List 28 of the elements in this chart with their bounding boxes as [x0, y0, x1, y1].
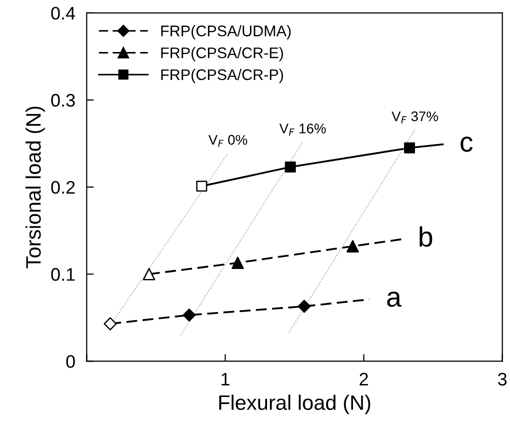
point — [104, 317, 117, 330]
point — [346, 240, 359, 252]
point — [298, 300, 311, 313]
x-axis-title: Flexural load (N) — [219, 394, 370, 414]
point — [404, 142, 416, 154]
annotation: b — [420, 226, 432, 247]
x-tick-label: 1 — [222, 372, 230, 386]
y-tick-label: 0.3 — [51, 94, 75, 107]
legend-label: FRP(CPSA/UDMA) — [161, 25, 291, 40]
y-tick-label: 0.2 — [51, 180, 75, 194]
point — [182, 308, 196, 322]
point — [232, 256, 244, 269]
legend-label: FRP(CPSA/CR-P) — [161, 68, 284, 84]
annotation: c — [460, 136, 473, 152]
annotation: V$_{F}$ 16% — [279, 124, 326, 136]
y-tick-label: 0.4 — [51, 6, 76, 20]
x-tick-label: 2 — [360, 372, 368, 386]
annotation: V$_{F}$ 0% — [208, 134, 248, 147]
x-tick-label: 3 — [498, 372, 507, 386]
point — [142, 268, 156, 280]
legend-label: FRP(CPSA/CR-E) — [161, 47, 284, 62]
annotation: a — [387, 292, 402, 307]
y-tick-label: 0.1 — [51, 268, 75, 281]
y-axis-title: Torsional load (N) — [26, 106, 45, 268]
point — [196, 180, 208, 192]
y-tick-label: 0 — [66, 355, 75, 368]
point — [284, 162, 296, 173]
annotation: V$_{F}$ 37% — [392, 111, 438, 124]
